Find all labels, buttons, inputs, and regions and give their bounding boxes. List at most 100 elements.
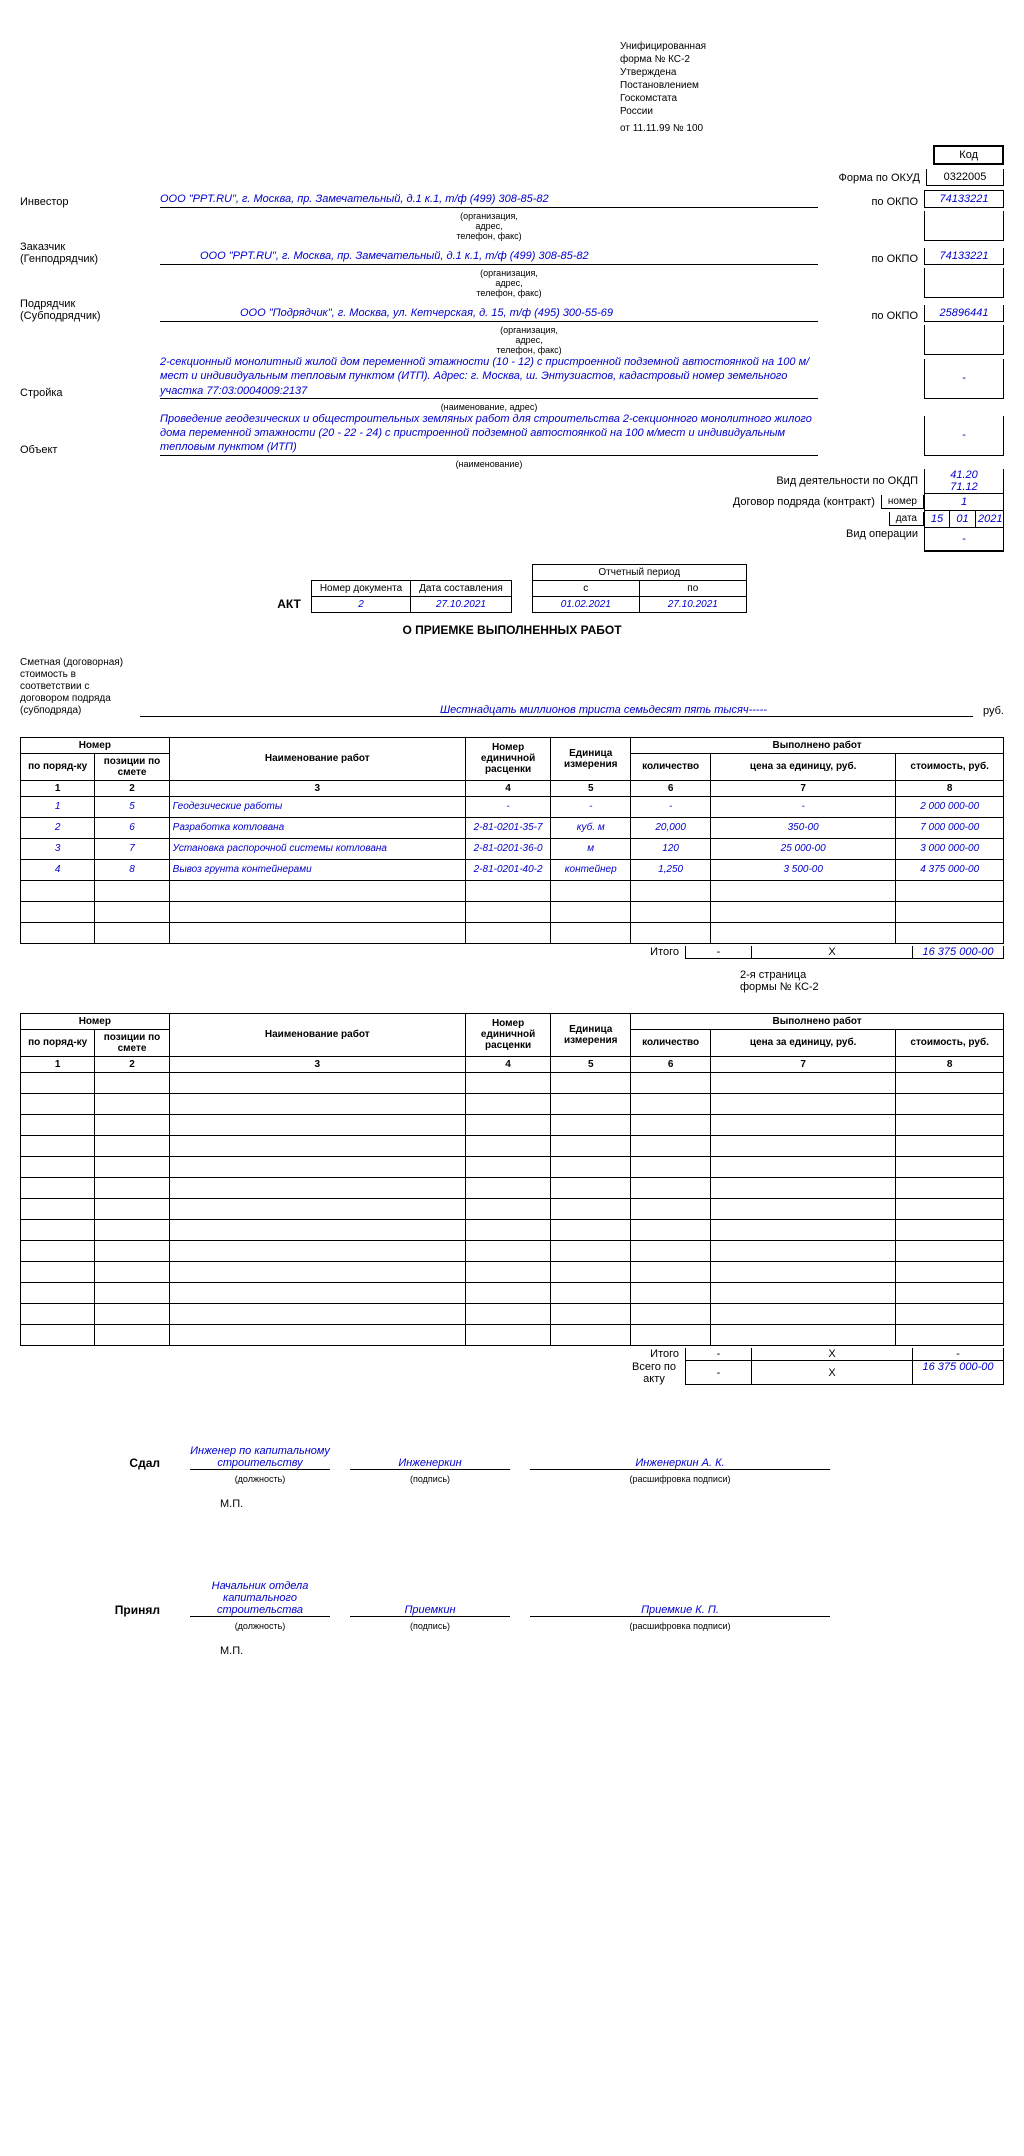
table-cell-empty	[711, 1072, 896, 1093]
contractor-okpo: 25896441	[924, 305, 1004, 322]
contract-date-d: 15	[924, 511, 950, 528]
table-cell: 2-81-0201-40-2	[465, 859, 550, 880]
table-cell: куб. м	[551, 817, 631, 838]
table-row-empty	[21, 1303, 1004, 1324]
table-cell: 1	[21, 796, 95, 817]
th-pos: позиции по смете	[95, 753, 169, 780]
table-cell: 7 000 000-00	[896, 817, 1004, 838]
table-cell-empty	[465, 1114, 550, 1135]
table-cell-empty	[21, 901, 95, 922]
table-cell-empty	[631, 1156, 711, 1177]
table-cell-empty	[631, 1303, 711, 1324]
sdal-name: Инженеркин А. К.	[530, 1457, 830, 1470]
table-cell-empty	[95, 1177, 169, 1198]
table-cell-empty	[631, 1093, 711, 1114]
table-cell-empty	[631, 1324, 711, 1345]
table-cell-empty	[631, 1198, 711, 1219]
sdal-sign: Инженеркин	[350, 1457, 510, 1470]
table-cell-empty	[551, 1093, 631, 1114]
table-cell-empty	[631, 1219, 711, 1240]
customer-label1: Заказчик	[20, 241, 160, 253]
contractor-label2: (Субподрядчик)	[20, 310, 160, 322]
itogo-qty: -	[685, 946, 752, 959]
table-row-empty	[21, 1156, 1004, 1177]
table-row-empty	[21, 1135, 1004, 1156]
smetnaya-rub: руб.	[973, 705, 1004, 717]
customer-hint-row: (организация, адрес, телефон, факс)	[20, 267, 1004, 298]
table-cell-empty	[711, 1282, 896, 1303]
table-row: 15Геодезические работы----2 000 000-00	[21, 796, 1004, 817]
itogo-price: X	[752, 946, 913, 959]
sdal-sign-hint: (подпись)	[350, 1474, 510, 1484]
table-cell-empty	[95, 1072, 169, 1093]
table-cell: 3 500-00	[711, 859, 896, 880]
vsego-cost: 16 375 000-00	[913, 1361, 1004, 1385]
th-price: цена за единицу, руб.	[711, 753, 896, 780]
object-hint: (наименование)	[160, 459, 818, 469]
contract-number-label: номер	[881, 495, 924, 509]
sdal-pos-hint: (должность)	[190, 1474, 330, 1484]
table-cell-empty	[896, 1093, 1004, 1114]
table-cell-empty	[896, 901, 1004, 922]
kod-label: Код	[933, 145, 1004, 165]
itogo2-cost: -	[913, 1348, 1004, 1361]
okdp-code1: 41.20	[925, 469, 1003, 481]
signatures: Сдал Инженер по капитальному строительст…	[20, 1445, 1004, 1657]
table-cell: 2-81-0201-36-0	[465, 838, 550, 859]
customer-okpo: 74133221	[924, 248, 1004, 265]
okdp-row: Вид деятельности по ОКДП 41.20 71.12	[20, 469, 1004, 494]
table-cell-empty	[169, 880, 465, 901]
table-cell-empty	[465, 1156, 550, 1177]
table-cell-empty	[896, 1324, 1004, 1345]
table-cell-empty	[465, 1282, 550, 1303]
contractor-label1: Подрядчик	[20, 298, 160, 310]
investor-label: Инвестор	[20, 196, 160, 208]
table-cell-empty	[551, 1261, 631, 1282]
table-cell-empty	[711, 880, 896, 901]
table-cell-empty	[631, 1240, 711, 1261]
table-cell-empty	[551, 1324, 631, 1345]
table-cell-empty	[465, 922, 550, 943]
table-row-empty	[21, 1282, 1004, 1303]
table-cell-empty	[465, 1072, 550, 1093]
table-cell-empty	[631, 880, 711, 901]
table-cell: 8	[95, 859, 169, 880]
col-4-2: 4	[465, 1056, 550, 1072]
table-cell: Геодезические работы	[169, 796, 465, 817]
table-cell-empty	[711, 922, 896, 943]
doc-num: 2	[311, 596, 410, 612]
table-cell-empty	[631, 1114, 711, 1135]
table-cell-empty	[465, 1198, 550, 1219]
table-row-empty	[21, 922, 1004, 943]
period-label: Отчетный период	[532, 564, 746, 580]
investor-hint-row: (организация, адрес, телефон, факс)	[20, 210, 1004, 241]
customer-hint: (организация, адрес, телефон, факс)	[160, 268, 818, 298]
table-cell: 1,250	[631, 859, 711, 880]
table-cell-empty	[95, 1261, 169, 1282]
table-cell-empty	[896, 1135, 1004, 1156]
table-cell-empty	[169, 1177, 465, 1198]
construction-code: -	[924, 359, 1004, 399]
table-cell-empty	[21, 1093, 95, 1114]
prinyal-sign-hint: (подпись)	[350, 1621, 510, 1631]
table-cell-empty	[95, 901, 169, 922]
okud-label: Форма по ОКУД	[839, 172, 927, 184]
table-cell: -	[711, 796, 896, 817]
table-cell-empty	[631, 922, 711, 943]
table-cell-empty	[169, 1135, 465, 1156]
table-cell-empty	[896, 1198, 1004, 1219]
table-cell: контейнер	[551, 859, 631, 880]
form-header-line: России	[620, 105, 800, 118]
table-cell: 2 000 000-00	[896, 796, 1004, 817]
act-title: О ПРИЕМКЕ ВЫПОЛНЕННЫХ РАБОТ	[20, 623, 1004, 637]
table-cell-empty	[169, 922, 465, 943]
table-cell-empty	[711, 1198, 896, 1219]
table-row-empty	[21, 880, 1004, 901]
itogo2-qty: -	[685, 1348, 752, 1361]
table-cell-empty	[465, 1324, 550, 1345]
form-header: Унифицированная форма № КС-2 Утверждена …	[620, 40, 800, 135]
table-cell-empty	[95, 1114, 169, 1135]
table-cell-empty	[95, 1093, 169, 1114]
table-cell: 5	[95, 796, 169, 817]
table-cell-empty	[169, 1156, 465, 1177]
